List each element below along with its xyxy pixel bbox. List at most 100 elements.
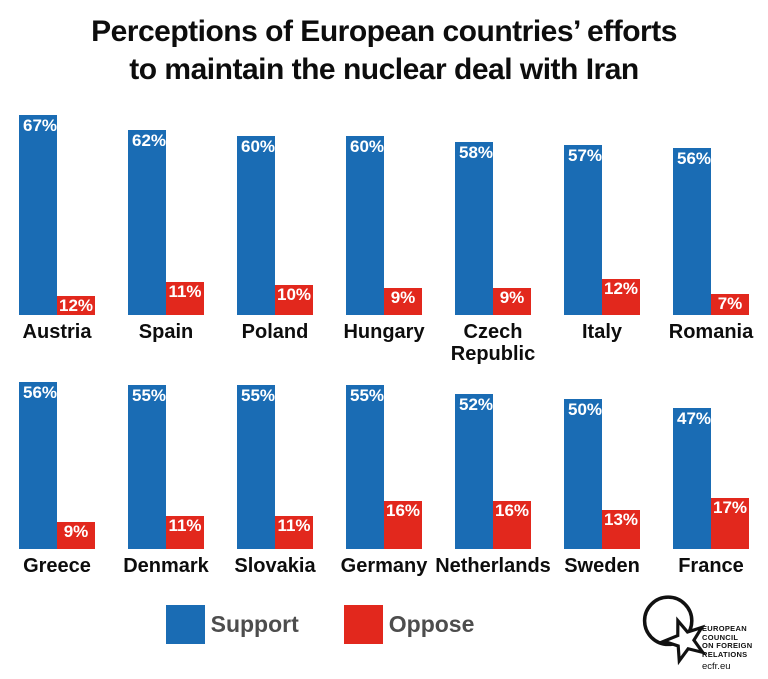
- bar-value-label: 12%: [58, 296, 94, 315]
- support-bar: 50%: [564, 399, 602, 549]
- support-bar: 52%: [455, 394, 493, 549]
- bar-pair: 55% 11%: [237, 382, 313, 549]
- oppose-bar: 16%: [493, 501, 531, 549]
- oppose-color-swatch: [343, 605, 383, 644]
- oppose-bar: 12%: [57, 296, 95, 315]
- bar-pair: 47% 17%: [673, 382, 749, 549]
- country-label: Netherlands: [435, 555, 551, 577]
- country-label: Spain: [138, 321, 194, 343]
- support-bar: 47%: [673, 408, 711, 549]
- oppose-bar: 9%: [384, 288, 422, 315]
- bar-value-label: 60%: [350, 137, 385, 156]
- country-group: 62% 11% Spain: [128, 115, 204, 343]
- bar-value-label: 11%: [168, 516, 202, 535]
- legend-item-oppose: Oppose: [343, 605, 475, 644]
- bar-pair: 50% 13%: [564, 382, 640, 549]
- bar-pair: 62% 11%: [128, 115, 204, 315]
- bar-value-label: 47%: [677, 409, 712, 428]
- country-label: Germany: [340, 555, 428, 577]
- country-group: 50% 13% Sweden: [564, 382, 640, 577]
- oppose-bar: 17%: [711, 498, 749, 549]
- bar-pair: 56% 7%: [673, 115, 749, 315]
- bar-pair: 60% 10%: [237, 115, 313, 315]
- support-bar: 67%: [19, 115, 57, 315]
- bar-value-label: 58%: [459, 143, 494, 162]
- bar-pair: 58% 9%: [455, 115, 531, 315]
- bar-value-label: 55%: [241, 386, 276, 405]
- oppose-bar: 7%: [711, 294, 749, 315]
- bar-value-label: 11%: [168, 282, 202, 301]
- bar-value-label: 57%: [568, 146, 603, 165]
- country-label: Austria: [22, 321, 92, 343]
- bar-value-label: 7%: [717, 294, 743, 313]
- bar-value-label: 16%: [494, 501, 530, 520]
- bar-value-label: 55%: [132, 386, 167, 405]
- bar-value-label: 50%: [568, 400, 603, 419]
- support-bar: 55%: [237, 385, 275, 549]
- country-group: 56% 9% Greece: [19, 382, 95, 577]
- oppose-bar: 9%: [493, 288, 531, 315]
- support-bar: 55%: [128, 385, 166, 549]
- bar-pair: 67% 12%: [19, 115, 95, 315]
- country-group: 52% 16% Netherlands: [435, 382, 551, 577]
- bar-value-label: 55%: [350, 386, 385, 405]
- oppose-bar: 11%: [275, 516, 313, 549]
- bar-value-label: 9%: [63, 522, 89, 541]
- bar-value-label: 10%: [276, 285, 312, 304]
- support-bar: 55%: [346, 385, 384, 549]
- ecfr-logo: EUROPEAN COUNCIL ON FOREIGN RELATIONS ec…: [640, 592, 768, 674]
- country-label: Denmark: [123, 555, 209, 577]
- oppose-bar: 12%: [602, 279, 640, 315]
- logo-org-line: COUNCIL: [702, 632, 739, 642]
- support-bar: 57%: [564, 145, 602, 315]
- logo-org-line: ON FOREIGN: [702, 641, 753, 650]
- country-group: 57% 12% Italy: [564, 115, 640, 343]
- bar-pair: 55% 11%: [128, 382, 204, 549]
- bar-value-label: 9%: [499, 288, 525, 307]
- chart-title: Perceptions of European countries’ effor…: [0, 0, 768, 89]
- bar-value-label: 56%: [23, 383, 58, 402]
- bar-value-label: 12%: [603, 279, 639, 298]
- bar-pair: 52% 16%: [455, 382, 531, 549]
- bar-value-label: 11%: [277, 516, 311, 535]
- legend-oppose-label: Oppose: [388, 611, 475, 637]
- logo-org-line: EUROPEAN: [702, 624, 747, 633]
- ecfr-logo-circle-star-icon: [642, 595, 707, 666]
- country-group: 60% 9% Hungary: [343, 115, 425, 343]
- country-label: Slovakia: [234, 555, 316, 577]
- bar-value-label: 62%: [132, 131, 167, 150]
- support-bar: 56%: [673, 148, 711, 315]
- support-bar: 58%: [455, 142, 493, 315]
- bar-value-label: 17%: [712, 498, 748, 517]
- country-group: 47% 17% France: [673, 382, 749, 577]
- bar-value-label: 9%: [390, 288, 416, 307]
- ecfr-logo-text: EUROPEAN COUNCIL ON FOREIGN RELATIONS ec…: [702, 624, 753, 672]
- title-line-2: to maintain the nuclear deal with Iran: [129, 53, 639, 86]
- support-color-swatch: [165, 605, 205, 644]
- chart-row-2: 56% 9% Greece 55% 11% Denmark 55% 11% Slovakia 55…: [0, 382, 768, 577]
- logo-org-line: RELATIONS: [702, 649, 748, 659]
- support-bar: 56%: [19, 382, 57, 549]
- bar-pair: 55% 16%: [346, 382, 422, 549]
- bar-value-label: 67%: [23, 116, 58, 135]
- title-line-1: Perceptions of European countries’ effor…: [91, 15, 677, 48]
- country-group: 55% 11% Slovakia: [234, 382, 316, 577]
- oppose-bar: 13%: [602, 510, 640, 549]
- bar-value-label: 16%: [385, 501, 421, 520]
- oppose-bar: 11%: [166, 282, 204, 315]
- bar-pair: 56% 9%: [19, 382, 95, 549]
- ecfr-org-name: EUROPEAN COUNCIL ON FOREIGN RELATIONS: [702, 624, 753, 659]
- support-bar: 60%: [237, 136, 275, 315]
- bar-pair: 57% 12%: [564, 115, 640, 315]
- country-label: Greece: [23, 555, 91, 577]
- country-group: 58% 9% Czech Republic: [451, 115, 535, 365]
- country-group: 55% 11% Denmark: [123, 382, 209, 577]
- logo-url: ecfr.eu: [702, 661, 731, 672]
- country-label: Sweden: [564, 555, 640, 577]
- country-label: France: [678, 555, 744, 577]
- oppose-bar: 10%: [275, 285, 313, 315]
- oppose-bar: 9%: [57, 522, 95, 549]
- country-label: Italy: [581, 321, 623, 343]
- legend-support-label: Support: [210, 611, 299, 637]
